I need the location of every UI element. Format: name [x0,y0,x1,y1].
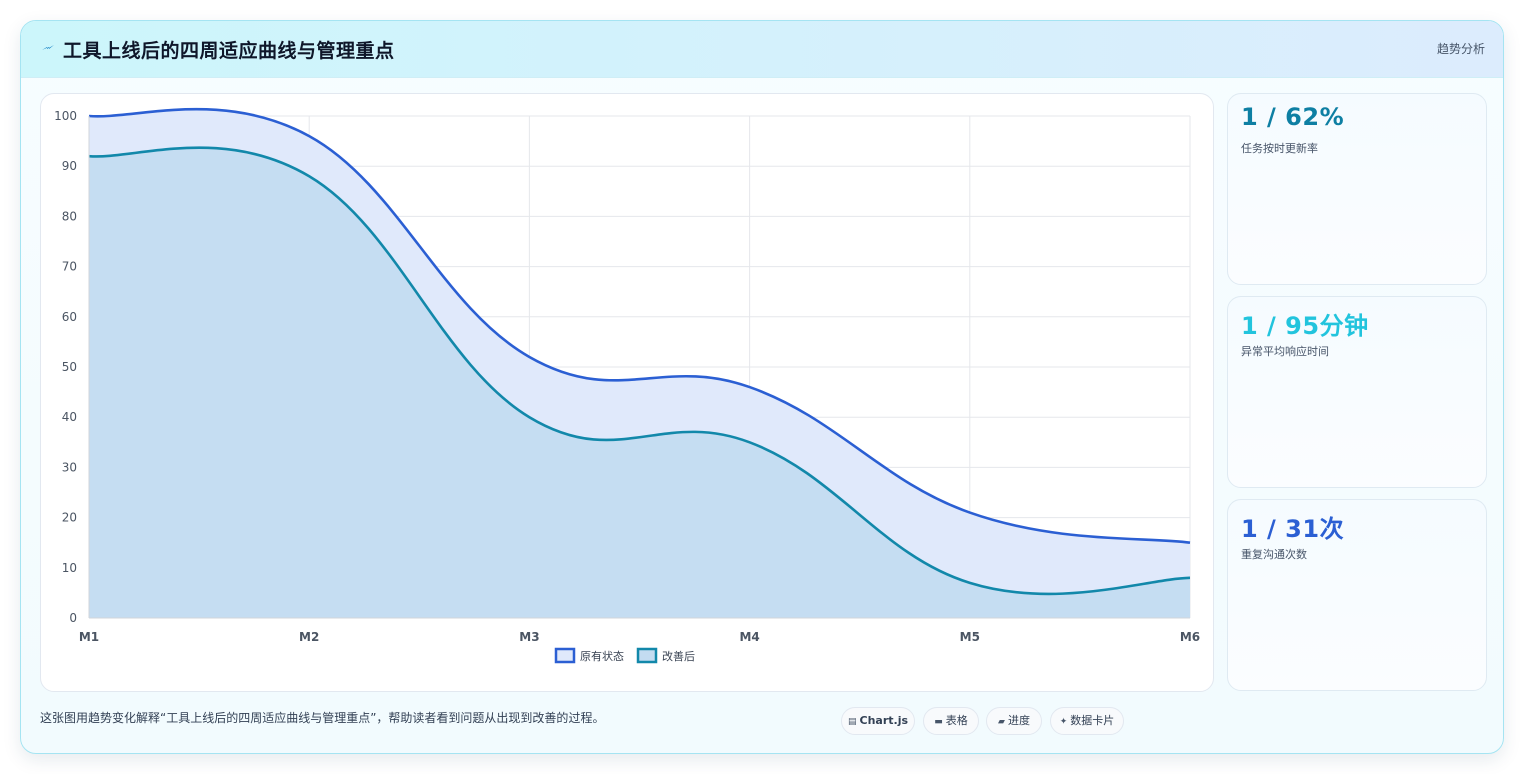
stat-value: 1 / 95分钟 [1241,312,1369,340]
y-tick-label: 40 [62,410,77,424]
area-chart: 0 10 20 30 40 50 60 70 80 90 100 M1 M2 M3 M4 M5 M6 原有状态 改善… [54,107,1200,664]
stat-value: 1 / 62% [1241,103,1345,131]
y-tick-label: 30 [62,460,77,474]
table-icon: ▬ [934,717,943,727]
chart-panel: 0 10 20 30 40 50 60 70 80 90 100 M1 M2 M3 M4 M5 M6 原有状态 改善… [40,93,1214,692]
page-title: 工具上线后的四周适应曲线与管理重点 [63,40,395,62]
y-tick-label: 70 [62,260,77,274]
series-line-2 [88,146,1191,596]
stat-label: 重复沟通次数 [1241,548,1307,561]
y-tick-label: 50 [62,360,77,374]
legend-label-1: 原有状态 [580,649,624,663]
sparkle-icon: ✦ [1059,717,1068,727]
progress-icon: ▰ [998,717,1005,727]
chip-label: Chart.js [859,714,909,727]
y-tick-label: 80 [62,209,77,223]
y-tick-label: 100 [54,109,77,123]
card-header: 工具上线后的四周适应曲线与管理重点 趋势分析 [21,21,1503,78]
chip-data-card[interactable]: ✦ 数据卡片 [1050,707,1124,735]
x-tick-label: M3 [519,630,539,644]
stat-card-communication-count: 1 / 31次 重复沟通次数 [1227,499,1487,691]
series-line-1 [88,107,1191,544]
stat-label: 异常平均响应时间 [1241,345,1329,358]
lightning-icon [42,45,54,50]
chip-label: 进度 [1007,714,1030,727]
chip-table[interactable]: ▬ 表格 [923,707,979,735]
category-tag[interactable]: 趋势分析 [1436,42,1485,56]
chip-progress[interactable]: ▰ 进度 [986,707,1042,735]
main-card: 工具上线后的四周适应曲线与管理重点 趋势分析 0 10 20 30 40 50 60 70 80… [20,20,1504,754]
x-tick-label: M2 [299,630,319,644]
stat-value: 1 / 31次 [1241,515,1345,543]
legend-swatch-2 [636,647,658,664]
legend-label-2: 改善后 [662,649,695,663]
x-tick-label: M6 [1180,630,1200,644]
y-tick-label: 10 [62,561,77,575]
chart-icon: ▤ [847,717,857,727]
series-area-2 [89,147,1190,618]
chart-description: 这张图用趋势变化解释“工具上线后的四周适应曲线与管理重点”，帮助读者看到问题从出… [40,711,605,725]
y-tick-label: 60 [62,310,77,324]
stat-card-response-time: 1 / 95分钟 异常平均响应时间 [1227,296,1487,488]
x-tick-label: M4 [739,630,759,644]
y-tick-label: 0 [69,611,77,625]
y-tick-label: 20 [62,511,77,525]
stat-label: 任务按时更新率 [1241,142,1318,155]
chip-label: 表格 [945,714,968,727]
stat-card-update-rate: 1 / 62% 任务按时更新率 [1227,93,1487,285]
legend-swatch-1 [554,647,576,664]
y-tick-label: 90 [62,159,77,173]
x-tick-label: M5 [960,630,980,644]
chip-label: 数据卡片 [1070,714,1115,727]
legend: 原有状态 改善后 [554,647,695,664]
x-tick-label: M1 [79,630,99,644]
chip-chartjs[interactable]: ▤ Chart.js [841,707,915,735]
